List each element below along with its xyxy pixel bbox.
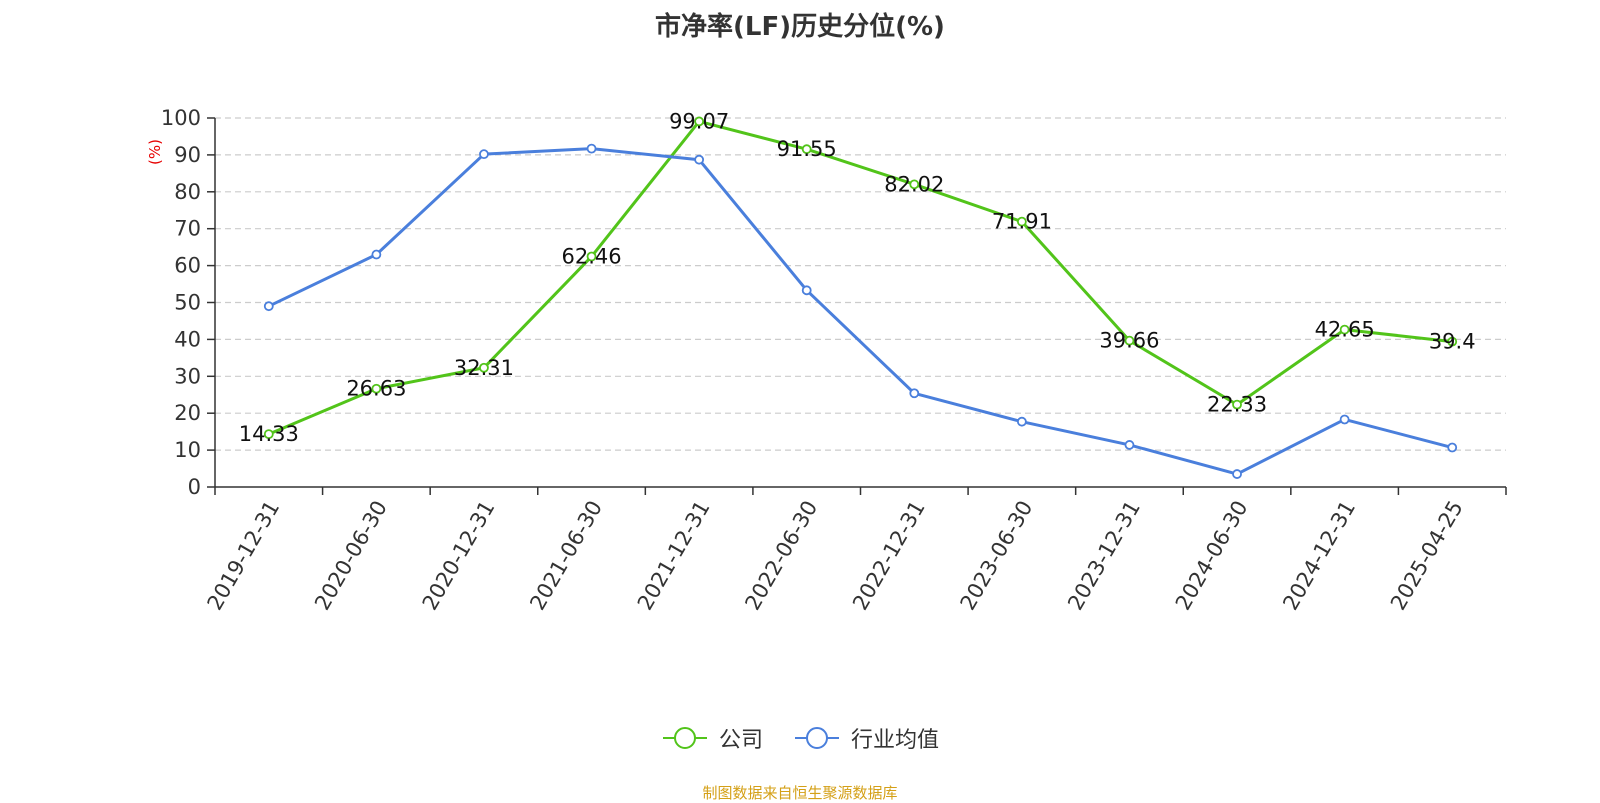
data-point: [1124, 335, 1135, 346]
grid-lines: [215, 117, 1506, 451]
x-tick-label: 2020-06-30: [310, 497, 392, 615]
data-label: 14.33: [239, 422, 299, 446]
source-note: 制图数据来自恒生聚源数据库: [702, 784, 898, 802]
data-label: 32.31: [454, 356, 514, 380]
data-point: [1447, 336, 1458, 347]
data-labels: 14.33 26.63 32.31 62.46 99.07 91.55 82.02 71.91…: [239, 109, 1476, 446]
y-tick-label: 40: [174, 327, 201, 351]
y-tick-label: 70: [174, 217, 201, 241]
x-tick-label: 2024-12-31: [1278, 497, 1360, 615]
data-point: [1447, 442, 1458, 453]
data-label: 42.65: [1315, 318, 1375, 342]
data-label: 39.66: [1099, 329, 1159, 353]
x-tick-label: 2021-12-31: [633, 497, 715, 615]
data-point: [479, 149, 489, 160]
legend: 公司 行业均值: [0, 722, 1600, 754]
data-point: [909, 388, 920, 399]
data-label: 26.63: [346, 377, 406, 401]
series-line-0: [268, 119, 1453, 436]
data-point: [1016, 416, 1027, 427]
data-point: [371, 249, 382, 260]
legend-label: 行业均值: [851, 728, 940, 753]
x-tick-label: 2025-04-25: [1386, 497, 1468, 615]
y-tick-label: 0: [188, 475, 201, 499]
data-label: 39.4: [1429, 330, 1476, 354]
legend-label: 公司: [718, 728, 763, 753]
data-point: [1339, 324, 1350, 335]
data-label: 91.55: [777, 137, 837, 161]
data-label: 82.02: [884, 172, 944, 196]
data-point: [479, 362, 489, 373]
data-point: [909, 179, 920, 190]
y-tick-label: 100: [161, 106, 201, 130]
data-point: [1232, 469, 1242, 479]
y-tick-label: 10: [174, 438, 201, 462]
y-tick-label: 90: [174, 143, 201, 167]
x-tick-label: 2024-06-30: [1171, 497, 1253, 615]
data-point: [694, 116, 705, 127]
y-tick-label: 60: [174, 254, 201, 278]
data-point: [263, 301, 274, 312]
data-point: [694, 154, 705, 165]
data-label: 99.07: [669, 109, 729, 133]
data-point: [801, 285, 812, 296]
data-point: [1016, 216, 1027, 227]
x-tick-label: 2023-06-30: [956, 497, 1038, 615]
x-tick-label: 2022-12-31: [848, 497, 930, 615]
legend-item-0[interactable]: 公司: [661, 722, 763, 754]
y-tick-label: 80: [174, 180, 201, 204]
data-point: [1124, 440, 1135, 450]
legend-item-1[interactable]: 行业均值: [793, 722, 939, 754]
data-label: 71.91: [992, 210, 1052, 234]
data-point: [1232, 399, 1242, 410]
data-point: [371, 383, 382, 394]
x-tick-label: 2023-12-31: [1063, 497, 1145, 615]
chart-title: 市净率(LF)历史分位(%): [655, 12, 945, 42]
x-tick-label: 2019-12-31: [203, 497, 285, 615]
y-tick-label: 20: [174, 401, 201, 425]
data-point: [586, 143, 597, 154]
data-point: [801, 144, 812, 155]
y-tick-label: 50: [174, 291, 201, 315]
legend-marker-icon: [662, 727, 707, 749]
data-point: [263, 429, 274, 440]
series-line-1: [268, 147, 1453, 476]
legend-marker-icon: [795, 727, 839, 749]
series-lines: [263, 116, 1458, 479]
y-tick-label: 30: [174, 364, 201, 388]
data-point: [1339, 414, 1350, 425]
x-tick-label: 2022-06-30: [740, 497, 822, 615]
x-tick-label: 2021-06-30: [525, 497, 607, 615]
data-label: 62.46: [561, 245, 621, 269]
data-label: 22.33: [1207, 393, 1267, 417]
y-axis-label: (%): [146, 139, 164, 165]
x-tick-label: 2020-12-31: [418, 497, 500, 615]
data-point: [586, 251, 597, 262]
